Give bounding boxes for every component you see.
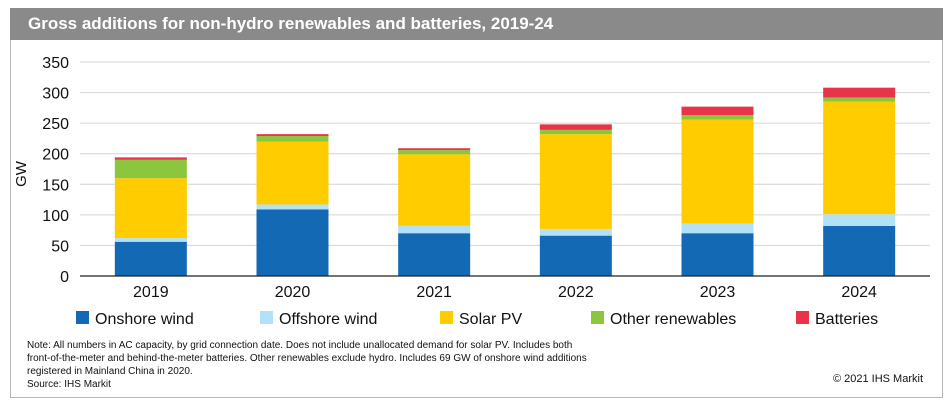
bar-segment-onshore-wind	[539, 235, 612, 276]
y-tick-label: 350	[42, 55, 69, 72]
bar-segment-other-renewables	[114, 159, 187, 179]
chart-title: Gross additions for non-hydro renewables…	[28, 14, 554, 33]
bar-segment-other-renewables	[398, 150, 471, 155]
bar-segment-offshore-wind	[256, 204, 329, 210]
bar-segment-batteries	[823, 87, 896, 98]
bar-segment-batteries	[681, 106, 754, 116]
legend-swatch	[260, 311, 273, 324]
legend-label: Solar PV	[459, 311, 522, 328]
x-axis: 2019 2020 2021 2022 2023 2024	[80, 275, 930, 301]
legend-swatch	[591, 311, 604, 324]
legend-label: Batteries	[815, 311, 878, 328]
legend-swatch	[440, 311, 453, 324]
y-tick-label: 300	[42, 86, 69, 103]
bar-segment-other-renewables	[539, 129, 612, 135]
y-tick-label: 0	[60, 269, 69, 286]
chart-note: Note: All numbers in AC capacity, by gri…	[27, 339, 647, 391]
bar-segment-other-renewables	[256, 135, 329, 142]
bar-segment-onshore-wind	[114, 241, 187, 276]
y-tick-label: 50	[51, 238, 69, 255]
y-tick-label: 150	[42, 177, 69, 194]
bar-segment-offshore-wind	[539, 228, 612, 236]
note-line: registered in Mainland China in 2020.	[27, 366, 193, 377]
legend-label: Onshore wind	[95, 311, 194, 328]
bar-segment-onshore-wind	[681, 233, 754, 276]
grid-lines	[80, 61, 930, 246]
bar-segment-offshore-wind	[398, 225, 471, 234]
y-axis-label: GW	[13, 160, 30, 187]
legend-label: Offshore wind	[279, 311, 377, 328]
note-line: Note: All numbers in AC capacity, by gri…	[27, 340, 573, 351]
bar-segment-onshore-wind	[256, 209, 329, 276]
note-line: front-of-the-meter and behind-the-meter …	[27, 353, 587, 364]
x-tick-label: 2019	[133, 284, 169, 301]
y-tick-label: 250	[42, 116, 69, 133]
bar-segment-onshore-wind	[823, 225, 896, 276]
legend-swatch	[796, 311, 809, 324]
x-tick-label: 2020	[275, 284, 311, 301]
bar-segment-other-renewables	[681, 115, 754, 120]
legend-label: Other renewables	[610, 311, 736, 328]
bar-segment-batteries	[114, 157, 187, 160]
title-bar: Gross additions for non-hydro renewables…	[10, 8, 943, 40]
bar-segment-other-renewables	[823, 97, 896, 102]
bar-segment-solar-pv	[398, 154, 471, 226]
y-tick-label: 200	[42, 147, 69, 164]
source-line: Source: IHS Markit	[27, 379, 111, 390]
x-tick-label: 2022	[558, 284, 594, 301]
bar-segment-batteries	[256, 134, 329, 136]
bar-segment-onshore-wind	[398, 233, 471, 276]
bar-segment-solar-pv	[823, 101, 896, 215]
x-tick-label: 2024	[841, 284, 877, 301]
x-tick-label: 2021	[416, 284, 452, 301]
y-axis: 0 50 100 150 200 250 300 350	[42, 55, 69, 286]
x-tick-label: 2023	[700, 284, 736, 301]
bar-segment-solar-pv	[256, 141, 329, 205]
bar-segment-solar-pv	[539, 134, 612, 229]
bar-segment-offshore-wind	[681, 223, 754, 234]
bars	[114, 87, 896, 276]
bar-segment-batteries	[539, 124, 612, 130]
bar-segment-batteries	[398, 148, 471, 151]
copyright: © 2021 IHS Markit	[832, 373, 923, 385]
bar-segment-offshore-wind	[823, 214, 896, 226]
legend-swatch	[76, 311, 89, 324]
legend: Onshore wind Offshore wind Solar PV Other r…	[76, 311, 878, 328]
bar-segment-solar-pv	[681, 119, 754, 224]
bar-segment-offshore-wind	[114, 238, 187, 242]
bar-segment-solar-pv	[114, 178, 187, 239]
y-tick-label: 100	[42, 208, 69, 225]
